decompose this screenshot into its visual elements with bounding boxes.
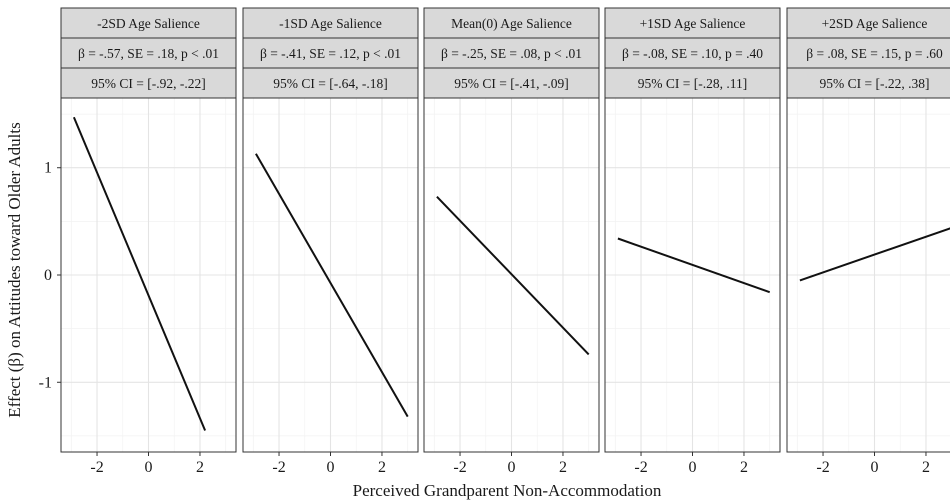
facet-title: +1SD Age Salience (640, 16, 746, 31)
facet-panel: +2SD Age Salience β = .08, SE = .15, p = … (786, 7, 950, 476)
facet-strip (423, 7, 600, 39)
facet-stat-label: β = .08, SE = .15, p = .60 (806, 46, 943, 61)
facet-stat-label: β = -.57, SE = .18, p < .01 (78, 46, 219, 61)
regression-line (799, 227, 950, 282)
x-tick-label: 0 (689, 459, 697, 476)
x-tick-label: 2 (378, 459, 386, 476)
x-tick-label: -2 (453, 459, 466, 476)
facet-strip (786, 7, 950, 39)
facet-stat-label: β = -.25, SE = .08, p < .01 (441, 46, 582, 61)
facet-ci-label: 95% CI = [-.92, -.22] (91, 76, 205, 91)
facet-panel: -2SD Age Salience β = -.57, SE = .18, p <… (39, 7, 237, 476)
x-tick-label: -2 (272, 459, 285, 476)
facet-ci-label: 95% CI = [-.28, .11] (638, 76, 747, 91)
y-tick-label: 1 (44, 160, 52, 177)
facet-panel: -1SD Age Salience β = -.41, SE = .12, p <… (242, 7, 419, 476)
x-tick-label: 2 (740, 459, 748, 476)
facet-panel: +1SD Age Salience β = -.08, SE = .10, p =… (604, 7, 781, 476)
x-tick-label: 0 (145, 459, 153, 476)
y-tick-label: -1 (39, 374, 52, 391)
x-axis-title: Perceived Grandparent Non-Accommodation (353, 481, 662, 500)
x-tick-label: 0 (508, 459, 516, 476)
facet-panel: Mean(0) Age Salience β = -.25, SE = .08, … (423, 7, 600, 476)
facet-strip (242, 7, 419, 39)
y-tick-label: 0 (44, 267, 52, 284)
x-tick-label: -2 (90, 459, 103, 476)
facet-ci-label: 95% CI = [-.64, -.18] (273, 76, 387, 91)
facet-strip (423, 37, 600, 69)
x-tick-label: 0 (327, 459, 335, 476)
facet-strip (242, 67, 419, 99)
panels: -2SD Age Salience β = -.57, SE = .18, p <… (39, 7, 950, 476)
facet-title: +2SD Age Salience (822, 16, 928, 31)
facet-title: -2SD Age Salience (97, 16, 200, 31)
regression-line (436, 196, 590, 356)
facet-stat-label: β = -.41, SE = .12, p < .01 (260, 46, 401, 61)
regression-line (72, 116, 207, 431)
facet-strip (242, 37, 419, 69)
x-tick-label: -2 (634, 459, 647, 476)
x-tick-label: -2 (816, 459, 829, 476)
facet-strip (604, 67, 781, 99)
facet-ci-label: 95% CI = [-.41, -.09] (454, 76, 568, 91)
x-tick-label: 2 (922, 459, 930, 476)
x-tick-label: 2 (196, 459, 204, 476)
facet-strip (60, 67, 237, 99)
regression-line (617, 237, 771, 294)
regression-line (255, 153, 409, 418)
facet-title: -1SD Age Salience (279, 16, 382, 31)
facet-strip (60, 37, 237, 69)
facet-strip (60, 7, 237, 39)
x-tick-label: 2 (559, 459, 567, 476)
facet-strip (423, 67, 600, 99)
y-axis-title: Effect (β) on Attitudes toward Older Adu… (5, 122, 24, 417)
facet-strip (604, 37, 781, 69)
facet-strip (604, 7, 781, 39)
facet-ci-label: 95% CI = [-.22, .38] (820, 76, 930, 91)
facet-title: Mean(0) Age Salience (451, 16, 572, 31)
facet-stat-label: β = -.08, SE = .10, p = .40 (622, 46, 763, 61)
x-tick-label: 0 (871, 459, 879, 476)
